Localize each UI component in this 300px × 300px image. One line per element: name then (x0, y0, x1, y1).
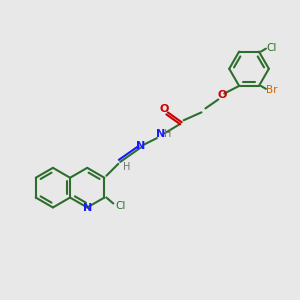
Text: O: O (159, 104, 169, 114)
Text: H: H (164, 129, 172, 139)
Text: N: N (82, 203, 92, 214)
Text: Br: Br (266, 85, 278, 95)
Text: O: O (218, 89, 227, 100)
Text: N: N (136, 141, 146, 151)
Text: H: H (124, 162, 131, 172)
Text: N: N (156, 129, 166, 139)
Text: Cl: Cl (115, 202, 125, 212)
Text: Cl: Cl (267, 43, 277, 52)
